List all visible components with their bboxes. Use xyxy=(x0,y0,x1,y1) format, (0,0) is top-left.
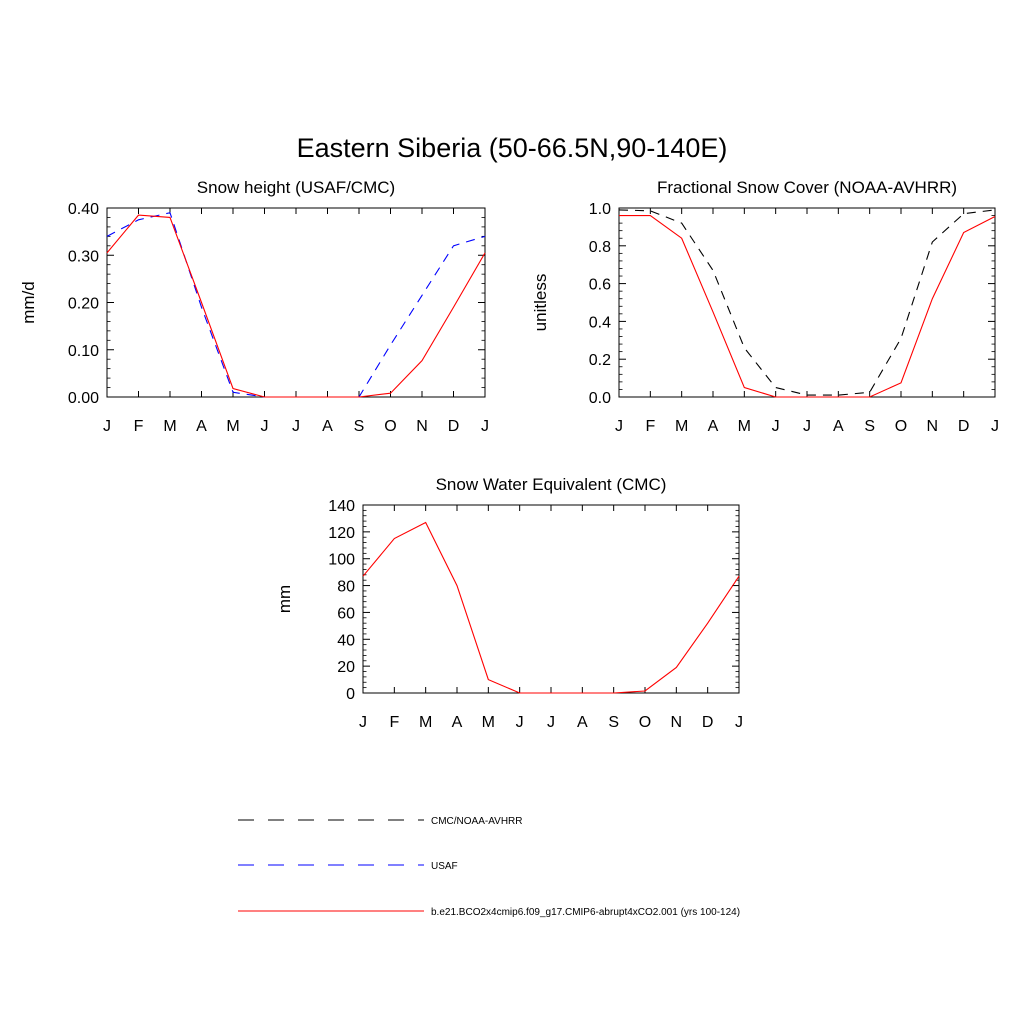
y-tick-label: 20 xyxy=(337,659,355,676)
x-tick-label: M xyxy=(419,714,432,731)
x-tick-label: J xyxy=(735,714,743,731)
x-tick-label: M xyxy=(738,418,751,435)
x-tick-label: J xyxy=(615,418,623,435)
x-tick-label: J xyxy=(261,418,269,435)
chart-panel-1: Snow height (USAF/CMC)mm/dJ F M A M J J A S O N D J0… xyxy=(19,178,489,435)
series-line xyxy=(362,521,740,694)
x-tick-label: N xyxy=(416,418,428,435)
x-tick-label: O xyxy=(384,418,396,435)
x-tick-label: J xyxy=(547,714,555,731)
y-tick-label: 0.8 xyxy=(589,239,611,256)
x-tick-label: J xyxy=(103,418,111,435)
chart-title: Snow Water Equivalent (CMC) xyxy=(436,475,667,494)
x-tick-label: J xyxy=(803,418,811,435)
x-tick-label: D xyxy=(702,714,714,731)
y-tick-label: 0.40 xyxy=(68,201,99,218)
series-line xyxy=(106,214,486,398)
y-tick-label: 140 xyxy=(328,498,355,515)
legend-label: USAF xyxy=(431,861,458,872)
x-tick-label: S xyxy=(354,418,365,435)
y-tick-label: 0.2 xyxy=(589,352,611,369)
x-tick-label: A xyxy=(322,418,333,435)
y-axis-label: mm/d xyxy=(19,281,38,324)
series-line xyxy=(618,209,996,396)
x-tick-label: M xyxy=(675,418,688,435)
y-tick-label: 0 xyxy=(346,686,355,703)
legend-label: b.e21.BCO2x4cmip6.f09_g17.CMIP6-abrupt4x… xyxy=(431,907,740,918)
y-tick-label: 0.10 xyxy=(68,343,99,360)
plot-frame xyxy=(618,207,996,398)
x-tick-label: J xyxy=(292,418,300,435)
y-tick-label: 1.0 xyxy=(589,201,611,218)
plots-container: Snow height (USAF/CMC)mm/dJ F M A M J J A S O N D J0… xyxy=(19,178,999,731)
series-line xyxy=(619,215,996,398)
chart-title: Snow height (USAF/CMC) xyxy=(197,178,395,197)
y-tick-label: 100 xyxy=(328,552,355,569)
x-tick-label: J xyxy=(516,714,524,731)
x-tick-label: A xyxy=(708,418,719,435)
x-tick-label: D xyxy=(448,418,460,435)
legend: CMC/NOAA-AVHRR USAF b.e21.BCO2x4cmip6.f09_… xyxy=(238,816,740,918)
x-tick-label: J xyxy=(481,418,489,435)
x-tick-label: A xyxy=(833,418,844,435)
x-tick-label: A xyxy=(452,714,463,731)
x-tick-label: M xyxy=(163,418,176,435)
x-tick-label: S xyxy=(864,418,875,435)
chart-title: Fractional Snow Cover (NOAA-AVHRR) xyxy=(657,178,957,197)
x-tick-label: J xyxy=(991,418,999,435)
x-tick-label: A xyxy=(196,418,207,435)
x-tick-label: F xyxy=(645,418,655,435)
y-tick-label: 40 xyxy=(337,632,355,649)
x-tick-label: O xyxy=(639,714,651,731)
x-tick-label: N xyxy=(927,418,939,435)
page-title: Eastern Siberia (50-66.5N,90-140E) xyxy=(297,133,728,163)
plot-frame xyxy=(106,207,486,398)
chart-panel-2: Fractional Snow Cover (NOAA-AVHRR) unitle… xyxy=(531,178,999,435)
x-tick-label: M xyxy=(482,714,495,731)
x-tick-label: J xyxy=(359,714,367,731)
x-tick-label: F xyxy=(389,714,399,731)
x-tick-label: D xyxy=(958,418,970,435)
x-tick-label: F xyxy=(134,418,144,435)
y-tick-label: 0.00 xyxy=(68,390,99,407)
y-axis-label: mm xyxy=(275,585,294,613)
x-tick-label: O xyxy=(895,418,907,435)
x-tick-label: A xyxy=(577,714,588,731)
y-tick-label: 60 xyxy=(337,605,355,622)
chart-panel-3: Snow Water Equivalent (CMC) mm J F M A M J J A S O N… xyxy=(275,475,743,731)
y-axis-label: unitless xyxy=(531,274,550,332)
series-line xyxy=(106,212,486,398)
y-tick-label: 0.6 xyxy=(589,277,611,294)
y-tick-label: 80 xyxy=(337,579,355,596)
x-tick-label: S xyxy=(608,714,619,731)
y-tick-label: 0.20 xyxy=(68,296,99,313)
y-tick-label: 0.0 xyxy=(589,390,611,407)
plot-frame xyxy=(362,504,740,694)
x-tick-label: M xyxy=(226,418,239,435)
x-tick-label: N xyxy=(671,714,683,731)
x-tick-label: J xyxy=(772,418,780,435)
y-tick-label: 0.30 xyxy=(68,248,99,265)
y-tick-label: 120 xyxy=(328,525,355,542)
y-tick-label: 0.4 xyxy=(589,314,611,331)
legend-label: CMC/NOAA-AVHRR xyxy=(431,816,522,827)
